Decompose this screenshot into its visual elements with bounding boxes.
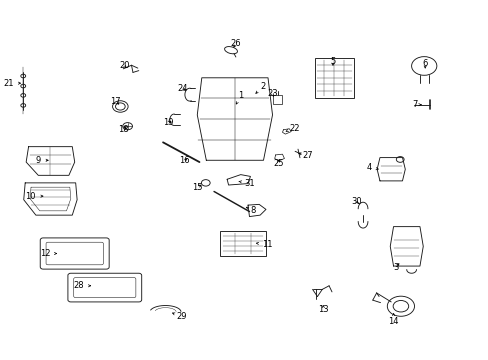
Text: 10: 10 [25, 192, 43, 201]
Bar [273, 95, 282, 104]
Text: 13: 13 [317, 305, 328, 314]
Text: 21: 21 [3, 79, 20, 88]
Text: 20: 20 [119, 61, 129, 70]
Text: 7: 7 [412, 100, 420, 109]
Bar [314, 58, 354, 98]
Text: 25: 25 [273, 159, 283, 168]
Text: 30: 30 [350, 197, 361, 206]
Text: 28: 28 [74, 281, 90, 290]
Text: 27: 27 [298, 151, 313, 160]
Text: 6: 6 [422, 59, 427, 68]
Text: 19: 19 [163, 118, 173, 127]
Text: 26: 26 [230, 39, 241, 48]
Text: 8: 8 [246, 206, 255, 215]
Text: 12: 12 [40, 249, 57, 258]
Text: 9: 9 [36, 156, 48, 165]
Text: 16: 16 [179, 156, 190, 165]
Text: 5: 5 [330, 57, 335, 66]
Text: 24: 24 [177, 84, 187, 93]
Text: 4: 4 [366, 163, 378, 172]
Text: 11: 11 [256, 240, 272, 249]
Text: 2: 2 [255, 82, 264, 93]
Text: 18: 18 [118, 125, 128, 134]
Text: 15: 15 [191, 183, 202, 192]
Text: 3: 3 [392, 264, 398, 273]
Text: 22: 22 [285, 123, 299, 132]
Text: 14: 14 [387, 314, 398, 326]
Text: 29: 29 [172, 312, 187, 321]
Text: 23: 23 [266, 89, 277, 98]
Bar [220, 231, 265, 256]
Text: 17: 17 [110, 96, 121, 105]
Text: 1: 1 [236, 91, 243, 104]
Text: 31: 31 [239, 179, 255, 188]
